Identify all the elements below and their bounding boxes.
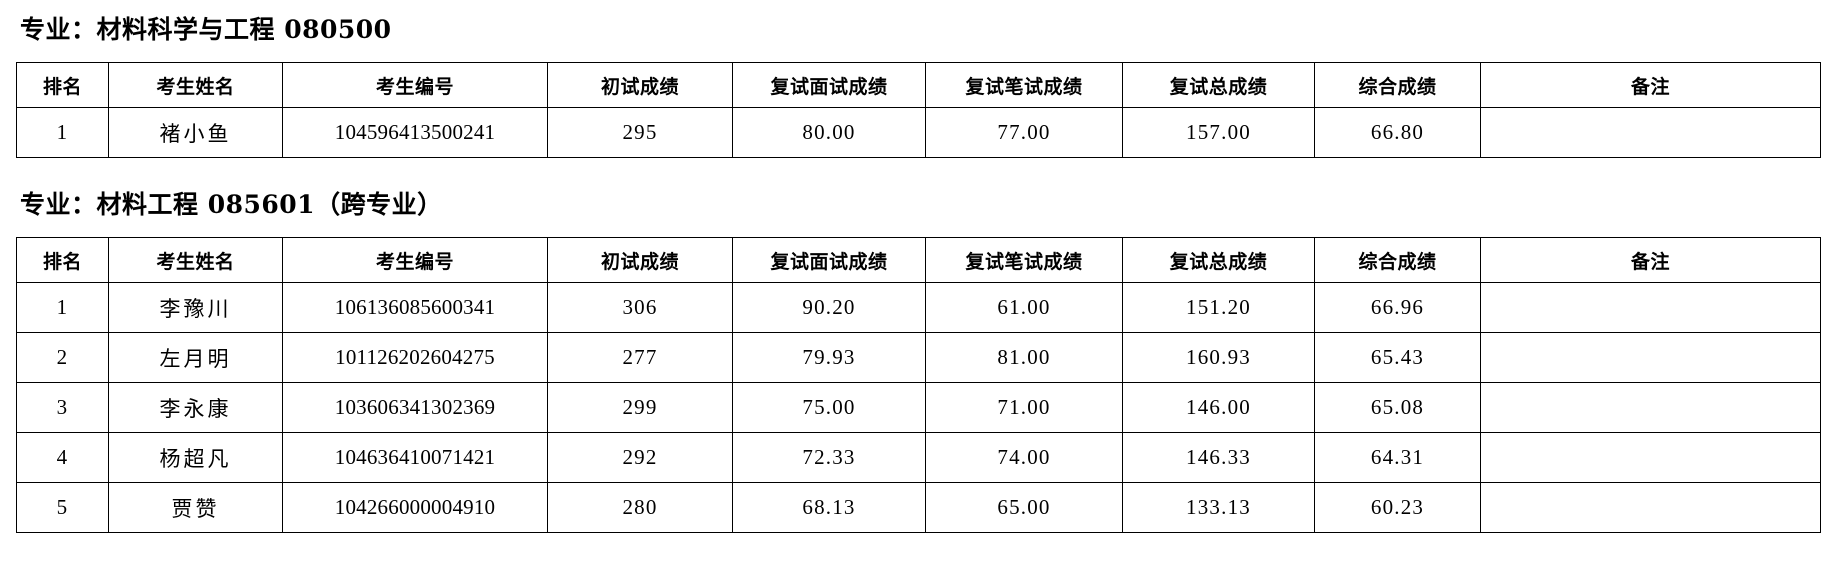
cell-overall: 66.96 [1314,282,1481,333]
cell-first-exam: 299 [547,382,733,433]
column-header-retest-total: 复试总成绩 [1122,237,1315,283]
column-header-candidate-id: 考生编号 [282,62,548,108]
cell-retest-interview: 80.00 [732,107,926,158]
cell-rank: 2 [16,332,109,383]
table-header-row: 排名 考生姓名 考生编号 初试成绩 复试面试成绩 复试笔试成绩 复试总成绩 综合… [16,237,1821,283]
cell-retest-written: 71.00 [925,382,1123,433]
cell-remark [1480,282,1821,333]
table-row: 4 杨超凡 104636410071421 292 72.33 74.00 14… [16,432,1821,483]
cell-overall: 65.08 [1314,382,1481,433]
cell-remark [1480,432,1821,483]
cell-overall: 64.31 [1314,432,1481,483]
cell-overall: 60.23 [1314,482,1481,533]
cell-candidate-id: 104596413500241 [282,107,548,158]
cell-name: 贾赞 [108,482,283,533]
cell-retest-total: 146.00 [1122,382,1315,433]
cell-retest-interview: 72.33 [732,432,926,483]
table-row: 1 李豫川 106136085600341 306 90.20 61.00 15… [16,282,1821,333]
table-header-row: 排名 考生姓名 考生编号 初试成绩 复试面试成绩 复试笔试成绩 复试总成绩 综合… [16,62,1821,108]
cell-name: 褚小鱼 [108,107,283,158]
cell-retest-interview: 75.00 [732,382,926,433]
cell-rank: 5 [16,482,109,533]
spacer-heading-table-1 [16,42,1822,62]
column-header-overall: 综合成绩 [1314,62,1481,108]
cell-retest-written: 61.00 [925,282,1123,333]
cell-first-exam: 277 [547,332,733,383]
results-table-materials-engineering: 排名 考生姓名 考生编号 初试成绩 复试面试成绩 复试笔试成绩 复试总成绩 综合… [16,237,1821,533]
cell-name: 李豫川 [108,282,283,333]
cell-candidate-id: 106136085600341 [282,282,548,333]
cell-overall: 66.80 [1314,107,1481,158]
cell-candidate-id: 103606341302369 [282,382,548,433]
results-table-materials-science: 排名 考生姓名 考生编号 初试成绩 复试面试成绩 复试笔试成绩 复试总成绩 综合… [16,62,1821,158]
section-heading-materials-science: 专业：材料科学与工程 080500 [20,15,392,44]
column-header-retest-written: 复试笔试成绩 [925,62,1123,108]
cell-retest-written: 74.00 [925,432,1123,483]
section-heading-materials-engineering: 专业：材料工程 085601（跨专业） [20,190,443,219]
cell-first-exam: 306 [547,282,733,333]
cell-retest-total: 133.13 [1122,482,1315,533]
column-header-first-exam: 初试成绩 [547,237,733,283]
column-header-retest-total: 复试总成绩 [1122,62,1315,108]
cell-remark [1480,382,1821,433]
cell-remark [1480,332,1821,383]
column-header-remark: 备注 [1480,237,1821,283]
cell-retest-written: 65.00 [925,482,1123,533]
cell-remark [1480,482,1821,533]
cell-rank: 1 [16,107,109,158]
table-row: 3 李永康 103606341302369 299 75.00 71.00 14… [16,382,1821,433]
cell-retest-written: 81.00 [925,332,1123,383]
cell-rank: 4 [16,432,109,483]
table-row: 5 贾赞 104266000004910 280 68.13 65.00 133… [16,482,1821,533]
cell-first-exam: 280 [547,482,733,533]
cell-rank: 1 [16,282,109,333]
cell-candidate-id: 101126202604275 [282,332,548,383]
cell-first-exam: 292 [547,432,733,483]
column-header-remark: 备注 [1480,62,1821,108]
column-header-retest-interview: 复试面试成绩 [732,237,926,283]
cell-retest-written: 77.00 [925,107,1123,158]
cell-retest-interview: 79.93 [732,332,926,383]
cell-candidate-id: 104266000004910 [282,482,548,533]
cell-remark [1480,107,1821,158]
cell-rank: 3 [16,382,109,433]
column-header-overall: 综合成绩 [1314,237,1481,283]
column-header-name: 考生姓名 [108,62,283,108]
results-document: 专业：材料科学与工程 080500 排名 考生姓名 考生编号 初试成绩 复试面试… [16,0,1822,533]
column-header-retest-written: 复试笔试成绩 [925,237,1123,283]
column-header-rank: 排名 [16,237,109,283]
cell-first-exam: 295 [547,107,733,158]
cell-name: 杨超凡 [108,432,283,483]
table-row: 2 左月明 101126202604275 277 79.93 81.00 16… [16,332,1821,383]
cell-retest-total: 151.20 [1122,282,1315,333]
cell-retest-interview: 68.13 [732,482,926,533]
cell-name: 李永康 [108,382,283,433]
column-header-retest-interview: 复试面试成绩 [732,62,926,108]
cell-overall: 65.43 [1314,332,1481,383]
table-row: 1 褚小鱼 104596413500241 295 80.00 77.00 15… [16,107,1821,158]
cell-retest-total: 160.93 [1122,332,1315,383]
column-header-rank: 排名 [16,62,109,108]
cell-retest-total: 146.33 [1122,432,1315,483]
cell-retest-total: 157.00 [1122,107,1315,158]
cell-retest-interview: 90.20 [732,282,926,333]
column-header-name: 考生姓名 [108,237,283,283]
cell-candidate-id: 104636410071421 [282,432,548,483]
cell-name: 左月明 [108,332,283,383]
column-header-first-exam: 初试成绩 [547,62,733,108]
spacer-heading-table-2 [16,217,1822,237]
spacer-top [16,0,1822,13]
spacer-between-sections [16,158,1822,188]
column-header-candidate-id: 考生编号 [282,237,548,283]
